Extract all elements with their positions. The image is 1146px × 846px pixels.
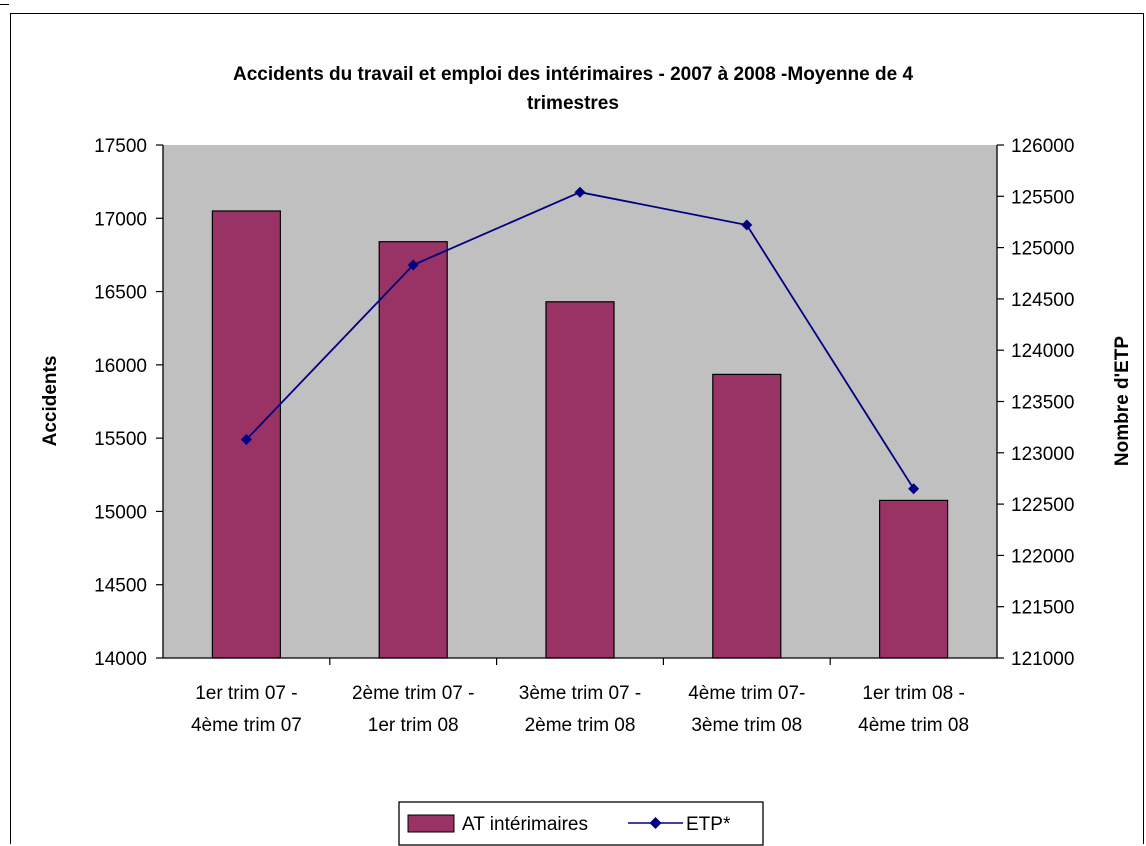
legend-label-line: ETP*: [686, 814, 731, 835]
legend-box: [398, 801, 764, 846]
etp-point-4: [741, 219, 753, 231]
etp-point-2: [407, 259, 419, 271]
y-tick-label: 14500: [94, 576, 147, 597]
x-tick-label: 1er trim 08 -: [862, 683, 964, 704]
y2-tick-label: 125500: [1011, 187, 1074, 208]
x-tick-label: 1er trim 08: [368, 715, 459, 736]
y-tick-label: 15500: [94, 429, 147, 450]
bar-5: [878, 499, 949, 659]
legend-label-bars: AT intérimaires: [462, 814, 588, 835]
y2-tick-label: 121500: [1011, 598, 1074, 619]
x-tick-label: 4ème trim 07: [191, 715, 302, 736]
x-tick-label: 2ème trim 07 -: [352, 683, 474, 704]
bar-2: [378, 241, 448, 659]
legend-swatch-bars: [407, 814, 455, 833]
chart-title-line-1: Accidents du travail et emploi des intér…: [233, 64, 913, 85]
y2-tick-label: 125000: [1011, 239, 1074, 260]
y2-tick-label: 124000: [1011, 341, 1074, 362]
y2-tick-label: 122000: [1011, 546, 1074, 567]
x-tick-label: 4ème trim 08: [858, 715, 969, 736]
bar-4: [712, 373, 782, 659]
y2-tick-label: 122500: [1011, 495, 1074, 516]
y2-tick-label: 124500: [1011, 290, 1074, 311]
x-tick-label: 1er trim 07 -: [195, 683, 297, 704]
y2-tick-label: 123500: [1011, 393, 1074, 414]
legend: AT intérimaires ETP*: [398, 801, 764, 846]
x-tick-label: 2ème trim 08: [525, 715, 636, 736]
frame-stub: [0, 0, 9, 5]
y2-tick-label: 126000: [1011, 136, 1074, 157]
x-tick-label: 4ème trim 07-: [688, 683, 805, 704]
chart-frame: [10, 13, 1144, 844]
y-tick-label: 16000: [94, 356, 147, 377]
bar-3: [545, 301, 615, 659]
y-tick-label: 14000: [94, 649, 147, 670]
y2-axis-title: Nombre d'ETP: [1112, 336, 1133, 466]
y-axis-title: Accidents: [40, 356, 61, 447]
y-tick-label: 17500: [94, 136, 147, 157]
x-tick-label: 3ème trim 08: [691, 715, 802, 736]
legend-swatch-marker: [649, 817, 662, 829]
y-tick-label: 15000: [94, 502, 147, 523]
y2-tick-label: 123000: [1011, 444, 1074, 465]
etp-point-3: [574, 186, 586, 198]
etp-point-5: [908, 483, 920, 495]
chart-title-line-2: trimestres: [527, 93, 619, 114]
etp-point-1: [240, 433, 252, 445]
y2-tick-label: 121000: [1011, 649, 1074, 670]
x-tick-label: 3ème trim 07 -: [519, 683, 641, 704]
y-tick-label: 16500: [94, 283, 147, 304]
y-tick-label: 17000: [94, 209, 147, 230]
